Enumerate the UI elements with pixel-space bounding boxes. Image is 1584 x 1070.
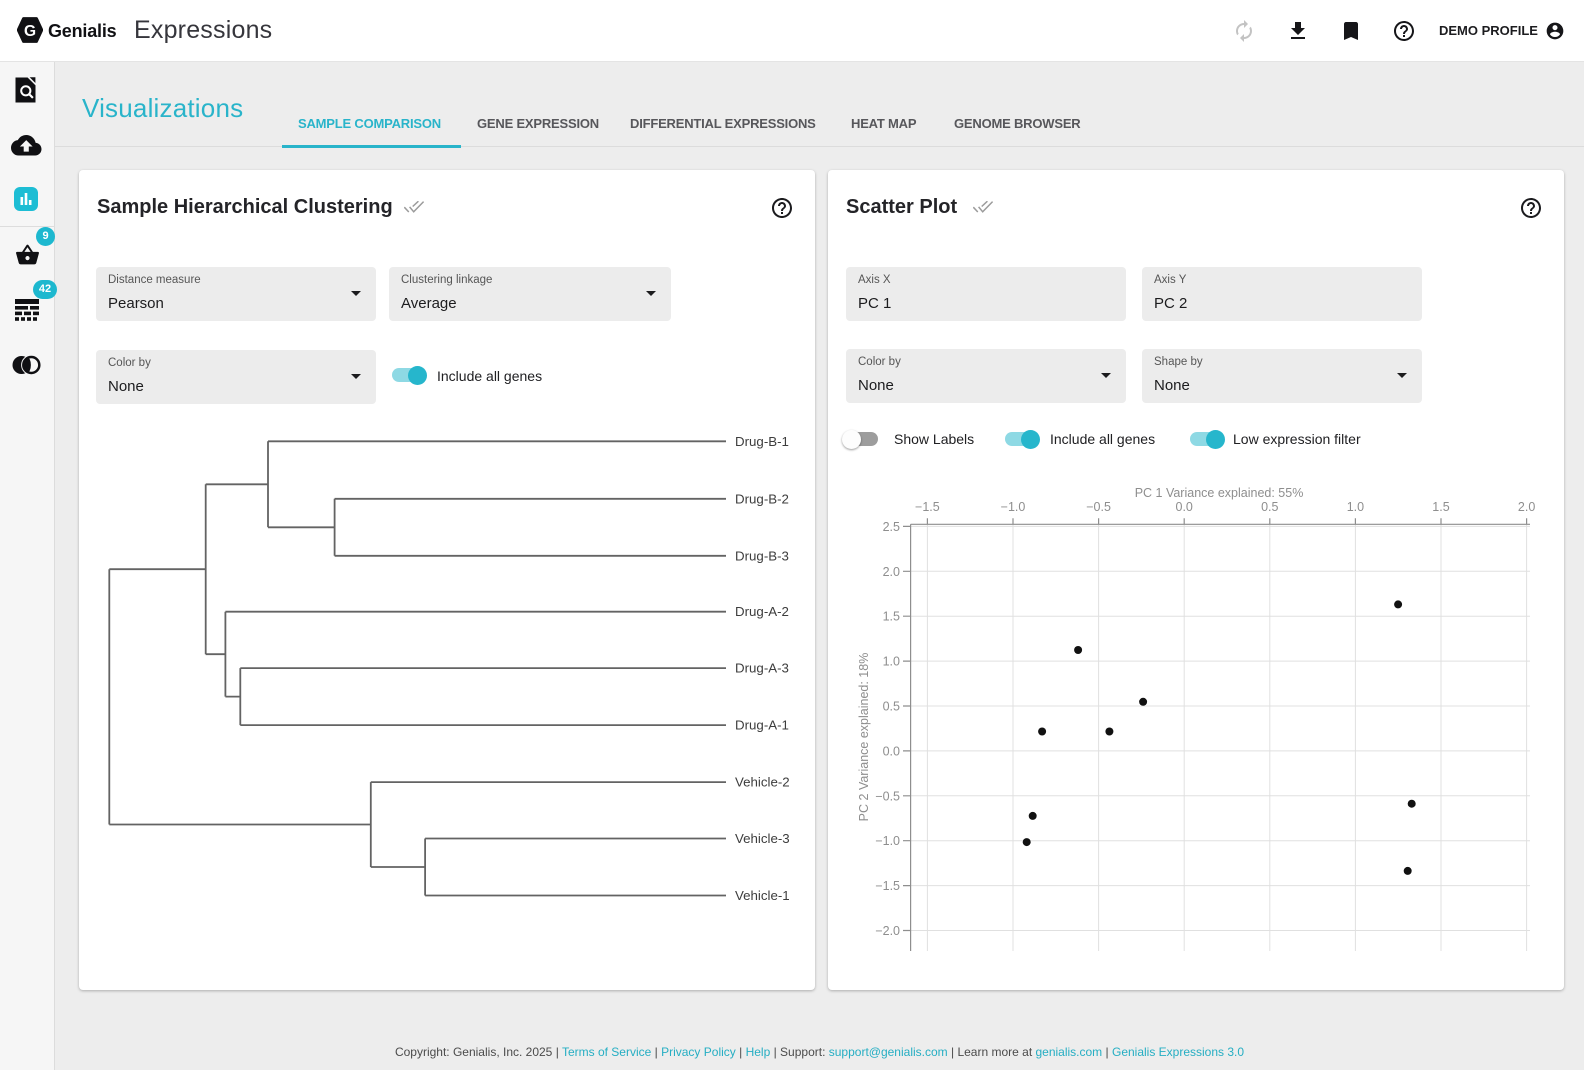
svg-text:PC 1 Variance explained: 55%: PC 1 Variance explained: 55% xyxy=(1135,486,1304,500)
svg-text:−1.5: −1.5 xyxy=(875,879,900,893)
svg-text:1.5: 1.5 xyxy=(1432,500,1449,514)
svg-text:2.0: 2.0 xyxy=(1518,500,1535,514)
svg-text:−0.5: −0.5 xyxy=(875,789,900,803)
svg-text:−1.5: −1.5 xyxy=(915,500,940,514)
svg-text:0.0: 0.0 xyxy=(883,744,900,758)
svg-text:G: G xyxy=(24,23,36,40)
svg-text:1.0: 1.0 xyxy=(1347,500,1364,514)
svg-text:−0.5: −0.5 xyxy=(1086,500,1111,514)
svg-text:Drug-A-2: Drug-A-2 xyxy=(735,604,789,619)
svg-text:−1.0: −1.0 xyxy=(1001,500,1026,514)
svg-text:Vehicle-2: Vehicle-2 xyxy=(735,775,790,790)
svg-text:1.0: 1.0 xyxy=(883,655,900,669)
svg-text:0.0: 0.0 xyxy=(1176,500,1193,514)
svg-text:Drug-B-1: Drug-B-1 xyxy=(735,434,789,449)
svg-text:Drug-B-3: Drug-B-3 xyxy=(735,548,789,563)
svg-text:Drug-A-1: Drug-A-1 xyxy=(735,718,789,733)
svg-text:−1.0: −1.0 xyxy=(875,834,900,848)
svg-text:0.5: 0.5 xyxy=(1261,500,1278,514)
svg-text:1.5: 1.5 xyxy=(883,610,900,624)
svg-text:2.5: 2.5 xyxy=(883,520,900,534)
svg-text:−2.0: −2.0 xyxy=(875,924,900,938)
svg-text:Vehicle-1: Vehicle-1 xyxy=(735,888,790,903)
svg-text:Drug-B-2: Drug-B-2 xyxy=(735,491,789,506)
svg-text:Vehicle-3: Vehicle-3 xyxy=(735,831,790,846)
svg-text:0.5: 0.5 xyxy=(883,700,900,714)
svg-text:2.0: 2.0 xyxy=(883,565,900,579)
svg-text:Drug-A-3: Drug-A-3 xyxy=(735,661,789,676)
svg-text:PC 2 Variance explained: 18%: PC 2 Variance explained: 18% xyxy=(857,653,871,822)
